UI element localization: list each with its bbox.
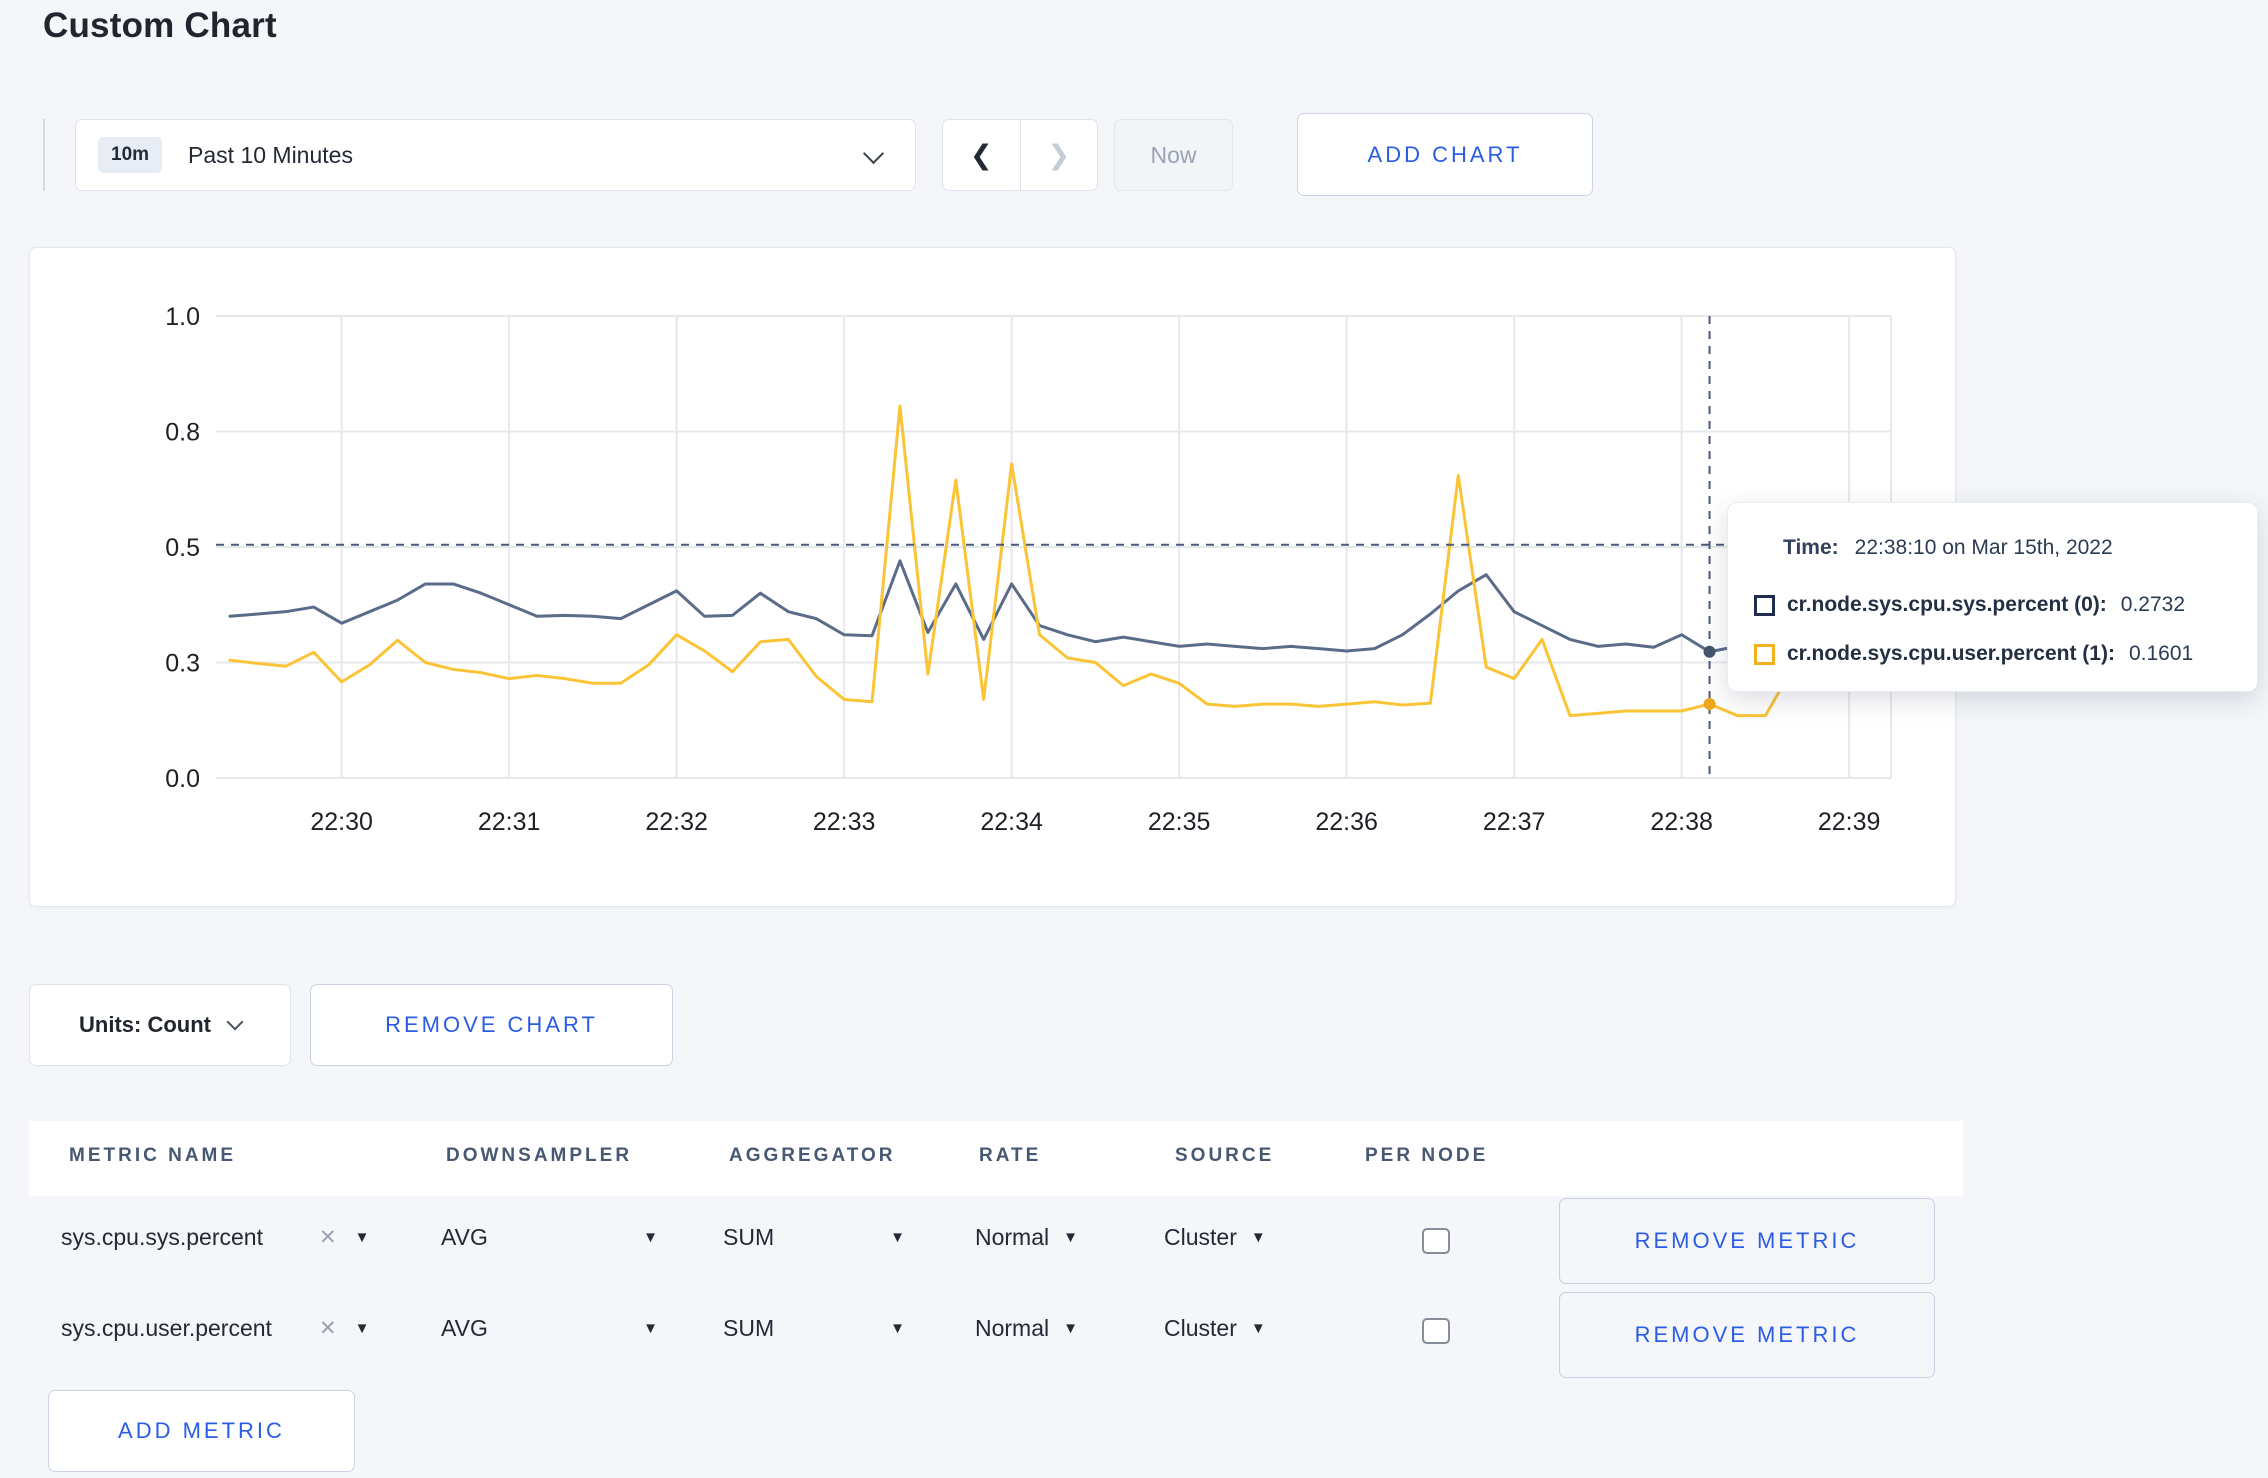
tooltip-series-sys: cr.node.sys.cpu.sys.percent (0): 0.2732 xyxy=(1754,593,2185,617)
header-downsampler: DOWNSAMPLER xyxy=(446,1145,633,1166)
caret-down-icon: ▼ xyxy=(1250,1320,1266,1337)
timescale-dropdown[interactable]: 10m Past 10 Minutes xyxy=(75,119,916,191)
prev-timewindow-button[interactable]: ❮ xyxy=(943,120,1021,190)
timescale-badge: 10m xyxy=(98,137,163,173)
aggregator-value: SUM xyxy=(723,1315,775,1341)
remove-chart-button[interactable]: REMOVE CHART xyxy=(310,984,673,1066)
svg-text:0.8: 0.8 xyxy=(165,419,200,447)
remove-metric-button[interactable]: REMOVE METRIC xyxy=(1559,1292,1935,1378)
tooltip-time-value: 22:38:10 on Mar 15th, 2022 xyxy=(1854,536,2113,559)
svg-text:22:36: 22:36 xyxy=(1315,808,1378,836)
svg-text:22:38: 22:38 xyxy=(1650,808,1713,836)
downsampler-select[interactable]: AVG ▼ xyxy=(441,1315,658,1342)
now-button[interactable]: Now xyxy=(1114,119,1233,191)
timescale-label: Past 10 Minutes xyxy=(188,141,353,168)
svg-text:22:39: 22:39 xyxy=(1818,808,1881,836)
time-nav-group: ❮ ❯ xyxy=(942,119,1098,191)
caret-down-icon: ▼ xyxy=(643,1229,658,1246)
units-dropdown[interactable]: Units: Count xyxy=(29,984,291,1066)
rate-value: Normal xyxy=(975,1315,1050,1341)
per-node-checkbox[interactable] xyxy=(1422,1228,1450,1254)
chevron-down-icon xyxy=(862,142,885,165)
aggregator-select[interactable]: SUM ▼ xyxy=(723,1315,905,1342)
aggregator-value: SUM xyxy=(723,1224,775,1250)
metric-name-value: sys.cpu.user.percent xyxy=(61,1315,272,1341)
metric-name-value: sys.cpu.sys.percent xyxy=(61,1224,263,1250)
page-title: Custom Chart xyxy=(43,6,277,45)
header-aggregator: AGGREGATOR xyxy=(729,1145,896,1166)
custom-chart-plot[interactable]: 22:30 22:31 22:32 22:33 22:34 22:35 22:36 22:37… xyxy=(30,248,1957,908)
metric-name-select[interactable]: sys.cpu.sys.percent ✕ ▼ xyxy=(61,1224,369,1251)
svg-text:22:35: 22:35 xyxy=(1148,808,1211,836)
tooltip-time-label: Time: xyxy=(1783,536,1839,559)
caret-down-icon: ▼ xyxy=(890,1229,905,1246)
chart-tooltip: Time: 22:38:10 on Mar 15th, 2022 cr.node.… xyxy=(1727,502,2258,692)
clear-metric-icon[interactable]: ✕ xyxy=(319,1317,337,1340)
clear-metric-icon[interactable]: ✕ xyxy=(319,1226,337,1249)
caret-down-icon: ▼ xyxy=(890,1320,905,1337)
aggregator-select[interactable]: SUM ▼ xyxy=(723,1224,905,1251)
svg-text:0.5: 0.5 xyxy=(165,534,200,562)
tooltip-series-user-name: cr.node.sys.cpu.user.percent (1): xyxy=(1787,642,2115,665)
svg-text:22:30: 22:30 xyxy=(310,808,373,836)
downsampler-value: AVG xyxy=(441,1224,488,1250)
svg-text:0.0: 0.0 xyxy=(165,765,200,793)
header-per-node: PER NODE xyxy=(1365,1145,1489,1166)
chevron-down-icon xyxy=(226,1013,244,1031)
caret-down-icon: ▼ xyxy=(1063,1229,1078,1246)
next-timewindow-button[interactable]: ❯ xyxy=(1047,139,1071,170)
source-select[interactable]: Cluster ▼ xyxy=(1164,1315,1266,1342)
tooltip-series-user-value: 0.1601 xyxy=(2128,642,2194,665)
svg-text:22:37: 22:37 xyxy=(1483,808,1546,836)
caret-down-icon: ▼ xyxy=(354,1320,370,1337)
rate-select[interactable]: Normal ▼ xyxy=(975,1224,1078,1251)
tooltip-series-sys-value: 0.2732 xyxy=(2120,593,2186,616)
source-value: Cluster xyxy=(1164,1315,1237,1341)
source-value: Cluster xyxy=(1164,1224,1237,1250)
header-metric-name: METRIC NAME xyxy=(69,1145,237,1166)
rate-select[interactable]: Normal ▼ xyxy=(975,1315,1078,1342)
metric-name-select[interactable]: sys.cpu.user.percent ✕ ▼ xyxy=(61,1315,369,1342)
svg-text:22:33: 22:33 xyxy=(813,808,876,836)
add-chart-button[interactable]: ADD CHART xyxy=(1297,113,1593,196)
units-label: Units: Count xyxy=(79,1012,211,1037)
chart-card[interactable]: 22:30 22:31 22:32 22:33 22:34 22:35 22:36 22:37… xyxy=(29,247,1956,907)
toolbar-divider xyxy=(43,119,45,191)
svg-text:22:31: 22:31 xyxy=(478,808,541,836)
rate-value: Normal xyxy=(975,1224,1050,1250)
tooltip-series-user: cr.node.sys.cpu.user.percent (1): 0.1601 xyxy=(1754,642,2193,666)
header-rate: RATE xyxy=(979,1145,1042,1166)
metrics-table-header: METRIC NAME DOWNSAMPLER AGGREGATOR RATE … xyxy=(29,1121,1963,1196)
svg-text:22:34: 22:34 xyxy=(980,808,1043,836)
series-user-swatch-icon xyxy=(1754,643,1775,665)
tooltip-series-sys-name: cr.node.sys.cpu.sys.percent (0): xyxy=(1787,593,2107,616)
header-source: SOURCE xyxy=(1175,1145,1275,1166)
svg-text:22:32: 22:32 xyxy=(645,808,708,836)
caret-down-icon: ▼ xyxy=(1250,1229,1266,1246)
downsampler-select[interactable]: AVG ▼ xyxy=(441,1224,658,1251)
remove-metric-button[interactable]: REMOVE METRIC xyxy=(1559,1198,1935,1284)
add-metric-button[interactable]: ADD METRIC xyxy=(48,1390,355,1472)
per-node-checkbox[interactable] xyxy=(1422,1318,1450,1344)
svg-text:0.3: 0.3 xyxy=(165,650,200,678)
series-sys-swatch-icon xyxy=(1754,594,1775,616)
caret-down-icon: ▼ xyxy=(643,1320,658,1337)
tooltip-time-row: Time: 22:38:10 on Mar 15th, 2022 xyxy=(1783,536,2113,560)
caret-down-icon: ▼ xyxy=(1063,1320,1078,1337)
svg-text:1.0: 1.0 xyxy=(165,303,200,331)
caret-down-icon: ▼ xyxy=(354,1229,370,1246)
source-select[interactable]: Cluster ▼ xyxy=(1164,1224,1266,1251)
downsampler-value: AVG xyxy=(441,1315,488,1341)
